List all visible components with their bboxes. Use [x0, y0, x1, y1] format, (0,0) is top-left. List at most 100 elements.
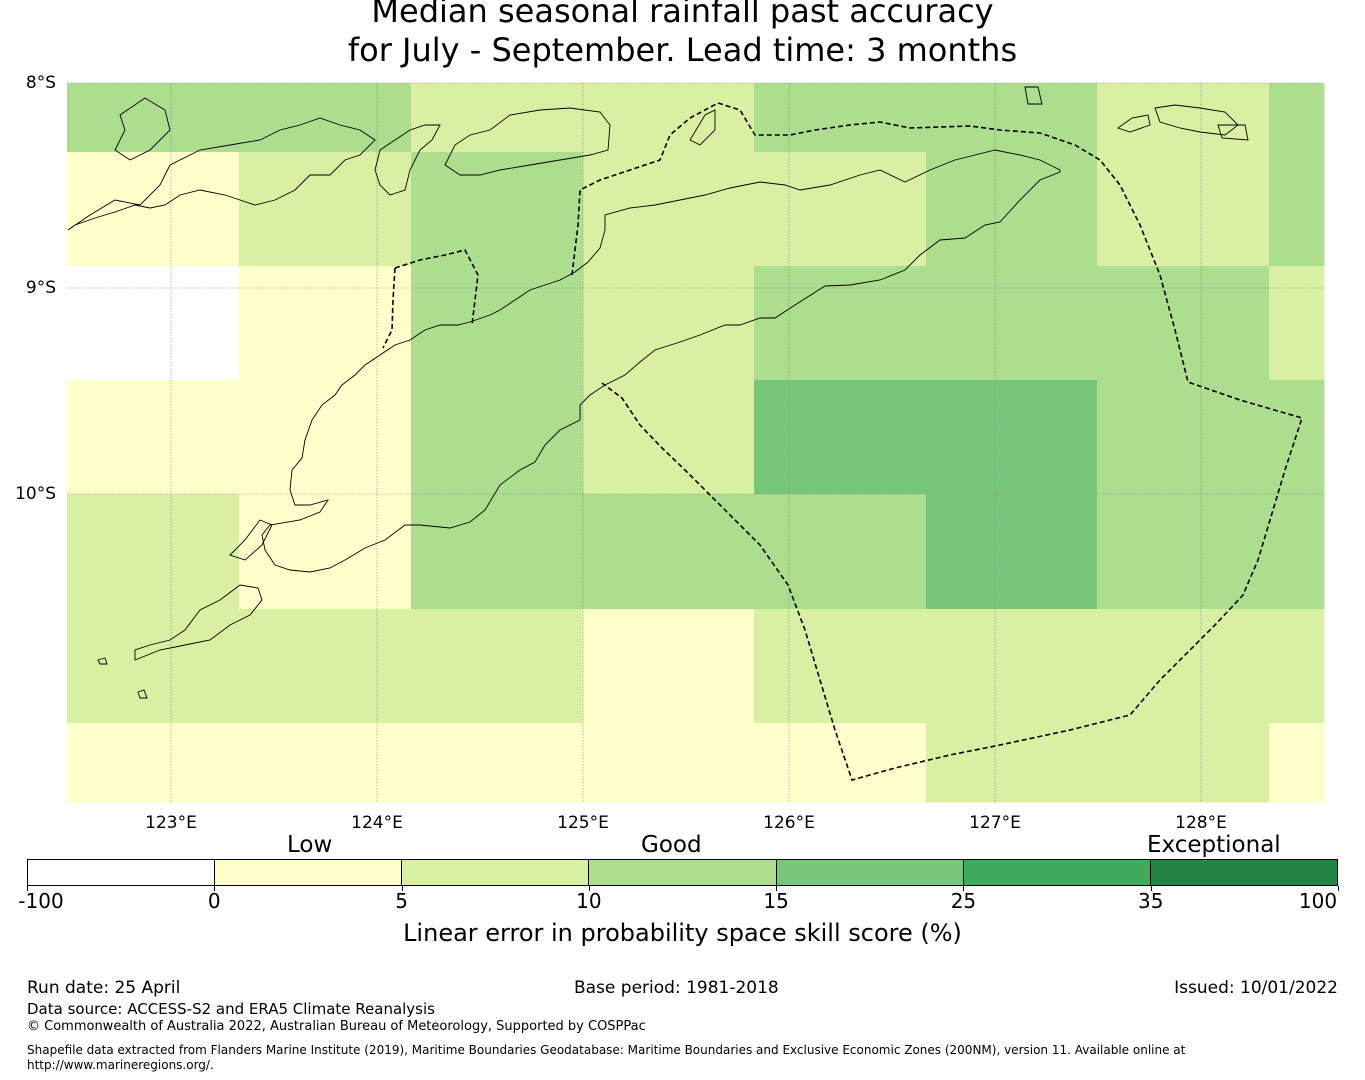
coastlines: [67, 86, 1249, 699]
title-line-2: for July - September. Lead time: 3 month…: [347, 31, 1018, 69]
base-period: Base period: 1981-2018: [574, 978, 779, 998]
grid-cell: [1097, 723, 1270, 803]
wetar-coastline: [444, 107, 611, 176]
legend-category-good: Good: [641, 832, 702, 858]
colorbar-segment: [28, 860, 216, 885]
colorbar-tick-mark: [776, 886, 778, 891]
colorbar-tick-label: 0: [207, 889, 221, 913]
grid-cell: [754, 266, 927, 381]
legend-category-exceptional: Exceptional: [1147, 832, 1281, 858]
lat-label-8s: 8°S: [25, 73, 56, 93]
grid-cell: [583, 266, 755, 381]
colorbar-tick-mark: [214, 886, 216, 891]
colorbar-tick-label: 100: [1298, 889, 1338, 913]
grid-cell: [239, 266, 412, 381]
grid-cell: [1269, 723, 1325, 803]
grid-cell: [411, 494, 584, 610]
grid-cell: [583, 83, 755, 153]
grid-cell: [926, 380, 1098, 495]
grid-cell: [67, 152, 240, 267]
colorbar-tick-mark: [1150, 886, 1152, 891]
colorbar-segment: [1150, 860, 1337, 885]
grid-cell: [67, 83, 240, 153]
eez-boundary: [382, 102, 1304, 781]
small-islet-2: [137, 689, 148, 699]
grid-cell: [1269, 266, 1325, 381]
grid-cell: [239, 723, 412, 803]
grid-cell: [1097, 152, 1270, 267]
atauro-coastline: [689, 109, 716, 146]
grid-cell: [67, 266, 240, 381]
alor-coastline: [114, 97, 171, 161]
run-date: Run date: 25 April: [27, 978, 181, 998]
skill-colorbar: [27, 859, 1338, 886]
colorbar-segment: [215, 860, 403, 885]
grid-cell: [239, 494, 412, 610]
grid-cell: [411, 152, 584, 267]
grid-cell: [926, 266, 1098, 381]
grid-cell: [411, 380, 584, 495]
colorbar-tick-mark: [588, 886, 590, 891]
grid-cell: [1097, 83, 1270, 153]
grid-cell: [1269, 380, 1325, 495]
lon-label-124e: 124°E: [351, 813, 403, 833]
map-title: Median seasonal rainfall past accuracy f…: [0, 0, 1365, 70]
grid-cell: [67, 723, 240, 803]
issued-date: Issued: 10/01/2022: [1174, 978, 1338, 998]
grid-cell: [1097, 609, 1270, 724]
grid-cell: [754, 609, 927, 724]
copyright: © Commonwealth of Australia 2022, Austra…: [27, 1019, 646, 1034]
legend-category-low: Low: [287, 832, 333, 858]
colorbar-segment: [776, 860, 964, 885]
kisar-coastline: [1024, 86, 1043, 105]
colorbar-tick-label: 10: [576, 889, 602, 913]
colorbar-segment: [963, 860, 1151, 885]
colorbar-tick-label: 5: [395, 889, 408, 913]
rote-coastline: [229, 519, 273, 561]
grid-cell: [1269, 83, 1325, 153]
rainfall-skill-map: [67, 82, 1325, 803]
grid-cell: [411, 266, 584, 381]
map-gridlines: [67, 82, 1324, 802]
colorbar-tick-label: 35: [1137, 889, 1164, 913]
colorbar-axis-label: Linear error in probability space skill …: [403, 919, 962, 947]
colorbar-tick-mark: [1338, 886, 1339, 891]
colorbar-segment: [402, 860, 590, 885]
lat-label-9s: 9°S: [25, 278, 56, 298]
colorbar-segment: [589, 860, 777, 885]
lat-label-10s: 10°S: [15, 484, 56, 504]
grid-cell: [1269, 152, 1325, 267]
grid-cell: [239, 380, 412, 495]
grid-cell: [754, 723, 927, 803]
grid-cell: [411, 723, 584, 803]
moa-coastline: [1154, 104, 1239, 136]
grid-cell: [926, 609, 1098, 724]
grid-cell: [411, 609, 584, 724]
grid-cell: [926, 83, 1098, 153]
timor-coastline: [261, 149, 1061, 573]
colorbar-tick-mark: [401, 886, 403, 891]
grid-cell: [1269, 609, 1325, 724]
sawu-coastline: [134, 584, 263, 661]
grid-cell: [67, 494, 240, 610]
pantar-coastline: [374, 124, 441, 196]
lon-label-125e: 125°E: [557, 813, 609, 833]
flores-east-coastline: [67, 117, 376, 231]
grid-cell: [67, 380, 240, 495]
colorbar-tick-label: 15: [763, 889, 789, 913]
grid-cell: [754, 83, 927, 153]
colorbar-tick-label: -100: [18, 889, 64, 913]
grid-cell: [1097, 494, 1270, 610]
grid-cell: [411, 83, 584, 153]
grid-cell: [239, 83, 412, 153]
grid-cell: [583, 609, 755, 724]
grid-cell: [583, 380, 755, 495]
grid-cell: [1269, 494, 1325, 610]
data-source: Data source: ACCESS-S2 and ERA5 Climate …: [27, 1000, 435, 1018]
grid-cell: [754, 494, 927, 610]
shapefile-credit: Shapefile data extracted from Flanders M…: [27, 1043, 1186, 1072]
grid-cell: [926, 494, 1098, 610]
colorbar-tick-label: 25: [950, 889, 977, 913]
lon-label-127e: 127°E: [969, 813, 1021, 833]
small-islet-1: [97, 657, 108, 665]
